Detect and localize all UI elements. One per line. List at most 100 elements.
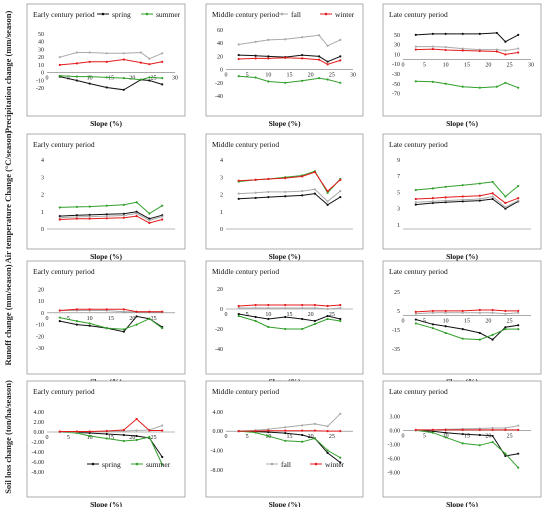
point-winter [105, 308, 108, 311]
point-spring [339, 461, 342, 464]
point-spring [88, 324, 91, 327]
point-spring [267, 317, 270, 321]
panel-title: Late century period [389, 10, 448, 19]
point-fall [461, 311, 464, 314]
series-line-winter [59, 58, 163, 66]
point-spring [339, 317, 342, 321]
panel-frame [26, 260, 186, 375]
point-fall [284, 426, 287, 429]
point-summer [105, 204, 108, 207]
point-summer [148, 317, 151, 320]
point-summer [75, 75, 78, 78]
point-spring [491, 338, 494, 341]
y-tick-label: 5 [397, 309, 400, 315]
point-summer [478, 444, 481, 447]
point-spring [237, 53, 240, 57]
panel-title: Early century period [33, 140, 95, 149]
point-winter [254, 430, 257, 433]
row-label-runoff: Runoff change (mm/season) [3, 264, 13, 365]
point-winter [495, 50, 498, 53]
y-tick-label: 0 [41, 227, 44, 233]
point-fall [88, 215, 91, 218]
point-spring [517, 452, 520, 455]
point-summer [135, 438, 138, 442]
point-fall [254, 191, 257, 194]
x-tick-label: 10 [265, 73, 271, 79]
legend-marker-summer [145, 12, 149, 16]
point-fall [267, 190, 270, 194]
point-winter [339, 59, 342, 62]
y-tick-label: -8.00 [211, 468, 224, 474]
series-line-summer [415, 181, 519, 198]
point-fall [339, 412, 342, 415]
point-summer [237, 314, 240, 318]
y-tick-label: 50 [38, 32, 44, 38]
point-summer [122, 328, 125, 331]
x-tick-label: 30 [350, 73, 356, 79]
point-spring [122, 212, 125, 215]
panel-frame [382, 133, 542, 250]
point-spring [517, 33, 520, 36]
point-winter [135, 310, 138, 313]
x-tick-label: 0 [46, 76, 49, 82]
point-winter [313, 429, 316, 432]
point-summer [122, 439, 125, 443]
y-tick-label: 1 [220, 210, 223, 216]
point-spring [237, 312, 240, 316]
panel-title: Late century period [389, 140, 448, 149]
point-fall [105, 214, 108, 218]
x-axis-label: Slope (%) [90, 119, 122, 128]
point-spring [326, 203, 329, 206]
point-winter [122, 216, 125, 219]
point-fall [267, 306, 270, 310]
y-tick-label: 3 [41, 175, 44, 181]
point-winter [267, 303, 270, 307]
x-tick-label: 15 [287, 434, 293, 440]
point-winter [75, 430, 78, 433]
point-winter [148, 63, 151, 66]
point-winter [339, 430, 342, 433]
point-spring [461, 32, 464, 36]
point-spring [478, 32, 481, 36]
point-spring [339, 55, 342, 58]
x-tick-label: 0 [225, 434, 228, 440]
point-summer [517, 184, 520, 188]
x-tick-label: 20 [129, 316, 135, 322]
point-winter [491, 308, 494, 312]
series-line-spring [59, 211, 163, 220]
point-summer [267, 80, 270, 83]
panel-frame [382, 380, 542, 498]
point-winter [478, 308, 481, 312]
point-summer [478, 338, 481, 341]
y-tick-label: 25 [394, 290, 400, 296]
legend-label-fall: fall [291, 10, 301, 19]
x-tick-label: 25 [507, 433, 513, 439]
series-line-spring [415, 198, 519, 210]
series-line-spring [59, 315, 163, 333]
point-winter [491, 192, 494, 195]
x-tick-label: 25 [507, 319, 513, 325]
x-tick-label: 25 [507, 62, 513, 68]
point-spring [504, 326, 507, 329]
point-summer [88, 322, 91, 325]
point-summer [517, 328, 520, 331]
point-summer [58, 316, 61, 319]
point-winter [444, 309, 447, 313]
point-summer [414, 80, 417, 83]
series-line-winter [415, 309, 519, 313]
point-fall [491, 426, 494, 430]
point-spring [414, 318, 417, 321]
y-tick-label: -30 [36, 346, 44, 352]
series-line-spring [59, 76, 163, 91]
point-spring [326, 314, 329, 318]
point-winter [301, 175, 304, 178]
point-winter [339, 178, 342, 181]
point-winter [504, 53, 507, 56]
y-tick-label: -20 [36, 334, 44, 340]
point-summer [105, 76, 108, 79]
x-tick-label: 30 [172, 76, 178, 82]
point-winter [491, 428, 494, 431]
point-fall [504, 426, 507, 430]
point-winter [284, 177, 287, 180]
x-axis-label: Slope (%) [269, 119, 301, 128]
